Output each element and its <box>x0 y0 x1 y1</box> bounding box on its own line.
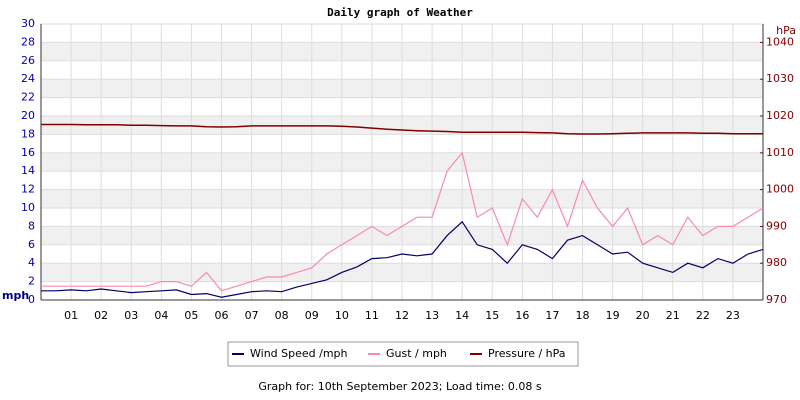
y2-tick-label: 970 <box>766 293 787 306</box>
y-tick-label: 10 <box>21 201 35 214</box>
y-tick-label: 14 <box>21 164 35 177</box>
y-tick-label: 30 <box>21 17 35 30</box>
x-tick-label: 20 <box>636 309 650 322</box>
x-tick-label: 11 <box>365 309 379 322</box>
x-tick-label: 07 <box>245 309 259 322</box>
x-tick-label: 03 <box>124 309 138 322</box>
footer: Graph for: 10th September 2023; Load tim… <box>258 380 542 393</box>
x-tick-label: 14 <box>455 309 469 322</box>
y-tick-label: 24 <box>21 72 35 85</box>
y-tick-label: 8 <box>28 219 35 232</box>
y-tick-label: 12 <box>21 183 35 196</box>
y2-tick-label: 1000 <box>766 183 794 196</box>
y-tick-label: 20 <box>21 109 35 122</box>
y2-tick-label: 1010 <box>766 146 794 159</box>
legend-label: Pressure / hPa <box>488 347 566 360</box>
y-tick-label: 28 <box>21 35 35 48</box>
x-tick-label: 08 <box>275 309 289 322</box>
x-tick-label: 09 <box>305 309 319 322</box>
x-tick-label: 02 <box>94 309 108 322</box>
x-tick-label: 12 <box>395 309 409 322</box>
legend-label: Wind Speed /mph <box>250 347 348 360</box>
y-tick-label: 6 <box>28 238 35 251</box>
x-tick-label: 19 <box>606 309 620 322</box>
y-tick-label: 2 <box>28 275 35 288</box>
legend-label: Gust / mph <box>386 347 447 360</box>
x-tick-label: 17 <box>545 309 559 322</box>
series-line <box>41 123 763 135</box>
chart-title: Daily graph of Weather <box>327 6 473 19</box>
y-tick-label: 0 <box>28 293 35 306</box>
y2-tick-label: 1040 <box>766 35 794 48</box>
y-tick-label: 22 <box>21 91 35 104</box>
x-tick-label: 04 <box>154 309 168 322</box>
y2-axis-label: hPa <box>776 24 796 37</box>
y-tick-label: 16 <box>21 146 35 159</box>
x-tick-label: 21 <box>666 309 680 322</box>
legend-box <box>227 341 579 367</box>
x-tick-label: 22 <box>696 309 710 322</box>
x-tick-label: 10 <box>335 309 349 322</box>
x-tick-label: 13 <box>425 309 439 322</box>
y-tick-label: 26 <box>21 54 35 67</box>
x-tick-label: 23 <box>726 309 740 322</box>
y-tick-label: 4 <box>28 256 35 269</box>
x-tick-label: 05 <box>184 309 198 322</box>
y-tick-label: 18 <box>21 127 35 140</box>
series-line <box>41 151 764 292</box>
y2-tick-label: 1020 <box>766 109 794 122</box>
x-tick-label: 15 <box>485 309 499 322</box>
x-tick-label: 06 <box>215 309 229 322</box>
x-tick-label: 16 <box>515 309 529 322</box>
y2-tick-label: 980 <box>766 256 787 269</box>
y2-tick-label: 1030 <box>766 72 794 85</box>
y2-tick-label: 990 <box>766 219 787 232</box>
y-axis-label: mph <box>2 289 29 302</box>
x-tick-label: 18 <box>576 309 590 322</box>
series-line <box>41 220 764 298</box>
x-tick-label: 01 <box>64 309 78 322</box>
